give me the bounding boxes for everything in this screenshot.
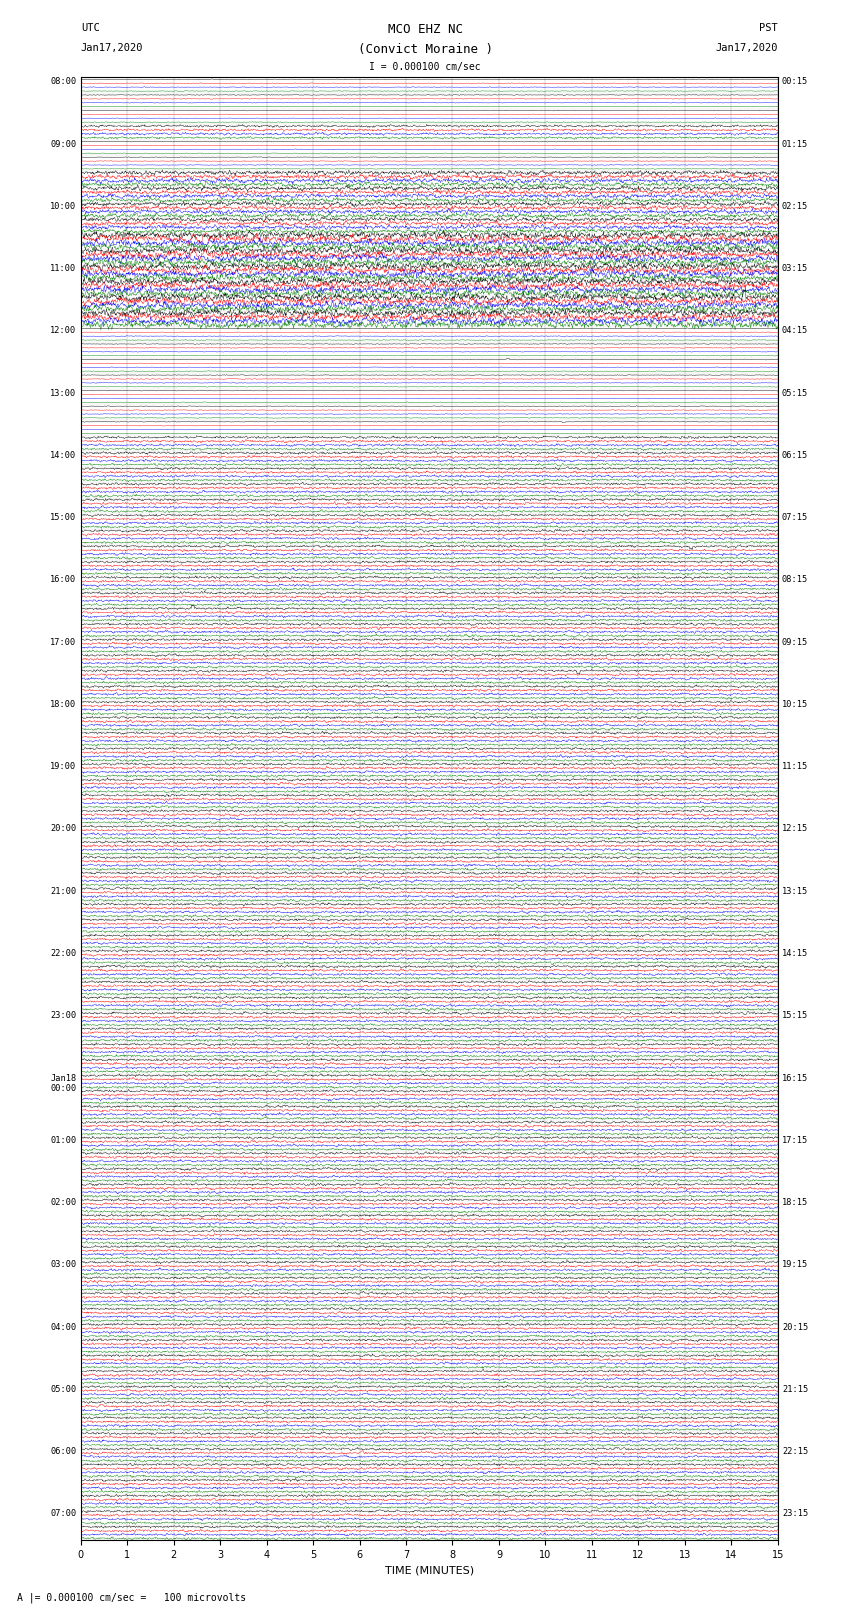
Text: 11:00: 11:00 <box>50 265 76 273</box>
Text: 03:00: 03:00 <box>50 1260 76 1269</box>
Text: 16:15: 16:15 <box>782 1074 808 1082</box>
Text: 04:00: 04:00 <box>50 1323 76 1331</box>
Text: 01:15: 01:15 <box>782 140 808 148</box>
Text: 20:00: 20:00 <box>50 824 76 834</box>
Text: 17:15: 17:15 <box>782 1136 808 1145</box>
Text: 11:15: 11:15 <box>782 763 808 771</box>
Text: 21:15: 21:15 <box>782 1386 808 1394</box>
Text: Jan18
00:00: Jan18 00:00 <box>50 1074 76 1094</box>
Text: (Convict Moraine ): (Convict Moraine ) <box>358 42 492 55</box>
Text: Jan17,2020: Jan17,2020 <box>715 42 778 53</box>
Text: 13:00: 13:00 <box>50 389 76 398</box>
Text: MCO EHZ NC: MCO EHZ NC <box>388 23 462 35</box>
Text: 15:00: 15:00 <box>50 513 76 523</box>
Text: 03:15: 03:15 <box>782 265 808 273</box>
Text: 14:00: 14:00 <box>50 452 76 460</box>
Text: 21:00: 21:00 <box>50 887 76 895</box>
Text: I = 0.000100 cm/sec: I = 0.000100 cm/sec <box>369 61 481 73</box>
X-axis label: TIME (MINUTES): TIME (MINUTES) <box>385 1566 473 1576</box>
Text: 08:00: 08:00 <box>50 77 76 87</box>
Text: 22:00: 22:00 <box>50 948 76 958</box>
Text: 07:15: 07:15 <box>782 513 808 523</box>
Text: 18:00: 18:00 <box>50 700 76 710</box>
Text: 17:00: 17:00 <box>50 637 76 647</box>
Text: 10:15: 10:15 <box>782 700 808 710</box>
Text: 18:15: 18:15 <box>782 1198 808 1207</box>
Text: 12:15: 12:15 <box>782 824 808 834</box>
Text: 05:15: 05:15 <box>782 389 808 398</box>
Text: 06:15: 06:15 <box>782 452 808 460</box>
Text: 02:00: 02:00 <box>50 1198 76 1207</box>
Text: 07:00: 07:00 <box>50 1510 76 1518</box>
Text: 02:15: 02:15 <box>782 202 808 211</box>
Text: 15:15: 15:15 <box>782 1011 808 1021</box>
Text: 01:00: 01:00 <box>50 1136 76 1145</box>
Text: UTC: UTC <box>81 23 99 34</box>
Text: 13:15: 13:15 <box>782 887 808 895</box>
Text: 04:15: 04:15 <box>782 326 808 336</box>
Text: 20:15: 20:15 <box>782 1323 808 1331</box>
Text: 09:00: 09:00 <box>50 140 76 148</box>
Text: 19:15: 19:15 <box>782 1260 808 1269</box>
Text: 10:00: 10:00 <box>50 202 76 211</box>
Text: 23:15: 23:15 <box>782 1510 808 1518</box>
Text: PST: PST <box>759 23 778 34</box>
Text: 12:00: 12:00 <box>50 326 76 336</box>
Text: 06:00: 06:00 <box>50 1447 76 1457</box>
Text: Jan17,2020: Jan17,2020 <box>81 42 144 53</box>
Text: 23:00: 23:00 <box>50 1011 76 1021</box>
Text: 14:15: 14:15 <box>782 948 808 958</box>
Text: 19:00: 19:00 <box>50 763 76 771</box>
Text: 08:15: 08:15 <box>782 576 808 584</box>
Text: A |= 0.000100 cm/sec =   100 microvolts: A |= 0.000100 cm/sec = 100 microvolts <box>17 1592 246 1603</box>
Text: 16:00: 16:00 <box>50 576 76 584</box>
Text: 22:15: 22:15 <box>782 1447 808 1457</box>
Text: 00:15: 00:15 <box>782 77 808 87</box>
Text: 05:00: 05:00 <box>50 1386 76 1394</box>
Text: 09:15: 09:15 <box>782 637 808 647</box>
